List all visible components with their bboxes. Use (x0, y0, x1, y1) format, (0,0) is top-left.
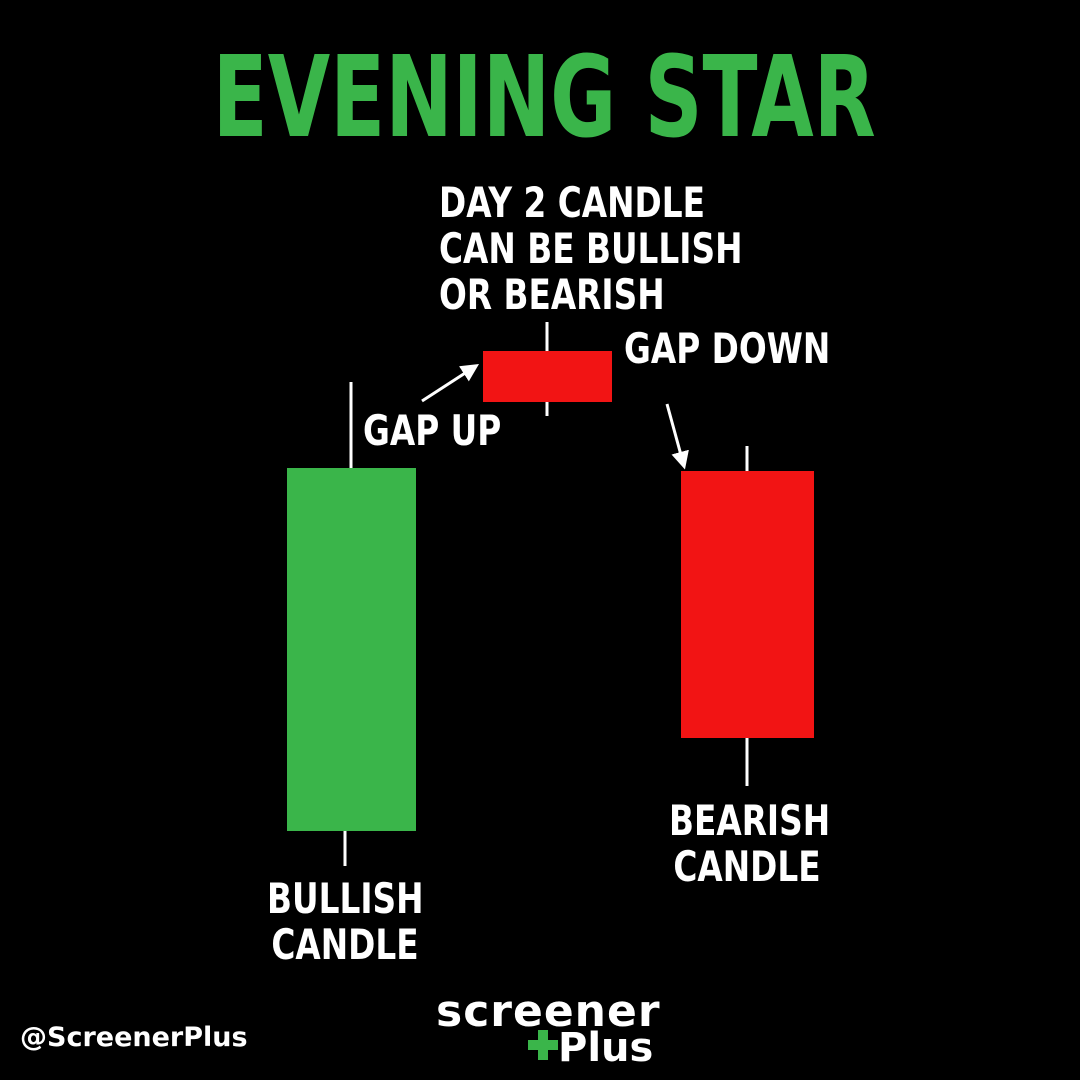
bearish-caption-line-2: CANDLE (673, 842, 821, 891)
bullish-candle-body (287, 468, 416, 831)
logo-wordmark-bottom: Plus (558, 1025, 654, 1071)
gap-up-label: GAP UP (363, 406, 502, 455)
logo-plus-icon (528, 1030, 558, 1060)
page-title: EVENING STAR (212, 33, 876, 163)
logo-wordmark-top: screener (436, 986, 661, 1037)
gap-down-arrow (665, 403, 689, 470)
gap-down-label: GAP DOWN (624, 324, 831, 373)
social-handle: @ScreenerPlus (20, 1022, 248, 1053)
bearish-caption-line-1: BEARISH (669, 796, 831, 845)
gap-up-arrow (421, 364, 480, 403)
day2-note-line-3: OR BEARISH (439, 270, 665, 319)
star-candle-body (483, 351, 612, 402)
day2-note-line-1: DAY 2 CANDLE (439, 178, 706, 227)
bullish-caption-line-2: CANDLE (271, 920, 419, 969)
bearish-candle-body (681, 471, 814, 738)
bullish-caption-line-1: BULLISH (267, 874, 424, 923)
day2-note-line-2: CAN BE BULLISH (439, 224, 743, 273)
